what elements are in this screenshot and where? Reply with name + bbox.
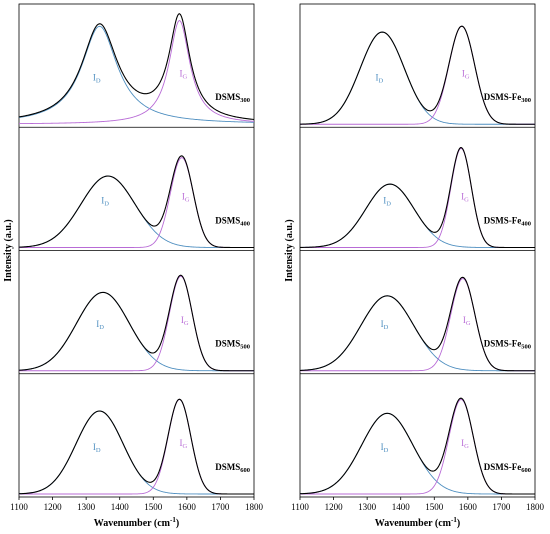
- x-tick-label: 1500: [425, 502, 444, 512]
- d-band-curve: [18, 25, 255, 123]
- column-1: ID IG DSMS300 ID IG DSMS400 ID IG DSMS500 ID IG DSM…: [3, 3, 264, 529]
- y-axis-title: Intensity (a.u.): [284, 219, 295, 282]
- panel-dsms-fe-600: ID IG DSMS-Fe600: [299, 373, 535, 495]
- g-band-label: IG: [461, 192, 469, 204]
- g-band-curve: [18, 20, 255, 125]
- fitted-spectrum: [18, 274, 254, 372]
- g-band-curve: [19, 157, 254, 248]
- d-band-label: ID: [101, 196, 109, 208]
- fitted-spectrum: [18, 398, 254, 495]
- d-band-curve: [18, 291, 254, 372]
- x-tick-label: 1800: [526, 502, 545, 512]
- x-tick-label: 1600: [459, 502, 478, 512]
- sample-label: DSMS500: [215, 339, 250, 351]
- panel-dsms-fe-400: ID IG DSMS-Fe400: [299, 126, 535, 249]
- panel-dsms-fe-500: ID IG DSMS-Fe500: [299, 250, 535, 372]
- x-tick-label: 1500: [144, 502, 163, 512]
- x-tick-label: 1300: [358, 502, 377, 512]
- fitted-spectrum: [18, 13, 255, 120]
- x-tick-label: 1100: [291, 502, 309, 512]
- x-tick-label: 1400: [392, 502, 411, 512]
- panel-dsms-400: ID IG DSMS400: [18, 126, 254, 249]
- g-band-curve: [300, 399, 535, 495]
- g-band-label: IG: [179, 438, 187, 450]
- column-2: ID IG DSMS-Fe300 ID IG DSMS-Fe400 ID IG DSMS-Fe5…: [284, 3, 545, 529]
- x-tick-label: 1800: [245, 502, 264, 512]
- g-band-curve: [19, 399, 254, 495]
- g-band-curve: [300, 278, 535, 372]
- y-axis-title: Intensity (a.u.): [3, 219, 14, 282]
- g-band-curve: [300, 148, 535, 248]
- x-tick-label: 1700: [211, 502, 230, 512]
- fitted-spectrum: [299, 276, 535, 372]
- sample-label: DSMS400: [215, 215, 250, 227]
- x-tick-label: 1300: [77, 502, 96, 512]
- x-axis-title: Wavenumber (cm-1): [94, 516, 179, 529]
- fitted-spectrum: [299, 397, 535, 495]
- x-tick-label: 1400: [111, 502, 130, 512]
- d-band-curve: [18, 175, 254, 248]
- g-band-label: IG: [461, 438, 469, 450]
- sample-label: DSMS300: [215, 92, 250, 104]
- panel-dsms-600: ID IG DSMS600: [18, 373, 254, 495]
- fitted-spectrum: [299, 147, 535, 249]
- g-band-label: IG: [463, 315, 471, 327]
- d-band-label: ID: [93, 72, 101, 84]
- panel-dsms-fe-300: ID IG DSMS-Fe300: [299, 25, 535, 125]
- x-tick-label: 1200: [44, 502, 63, 512]
- x-tick-label: 1100: [10, 502, 28, 512]
- x-tick-label: 1600: [178, 502, 197, 512]
- d-band-label: ID: [381, 442, 389, 454]
- d-band-label: ID: [96, 319, 104, 331]
- d-band-label: ID: [381, 319, 389, 331]
- sample-label: DSMS-Fe600: [484, 462, 531, 474]
- d-band-curve: [299, 31, 535, 125]
- sample-label: DSMS600: [215, 462, 250, 474]
- d-band-label: ID: [93, 442, 101, 454]
- g-band-curve: [300, 25, 535, 125]
- g-band-label: IG: [179, 68, 187, 80]
- g-band-label: IG: [181, 315, 189, 327]
- sample-label: DSMS-Fe400: [484, 215, 531, 227]
- x-axis-title: Wavenumber (cm-1): [375, 516, 460, 529]
- x-tick-label: 1700: [492, 502, 511, 512]
- g-band-label: IG: [182, 192, 190, 204]
- panel-dsms-500: ID IG DSMS500: [18, 250, 254, 372]
- g-band-label: IG: [462, 68, 470, 80]
- d-band-label: ID: [376, 72, 384, 84]
- fitted-spectrum: [18, 155, 254, 249]
- panel-dsms-300: ID IG DSMS300: [18, 13, 255, 125]
- x-tick-label: 1200: [325, 502, 344, 512]
- sample-label: DSMS-Fe300: [484, 92, 531, 104]
- d-band-label: ID: [383, 196, 391, 208]
- fitted-spectrum: [299, 25, 535, 125]
- sample-label: DSMS-Fe500: [484, 339, 531, 351]
